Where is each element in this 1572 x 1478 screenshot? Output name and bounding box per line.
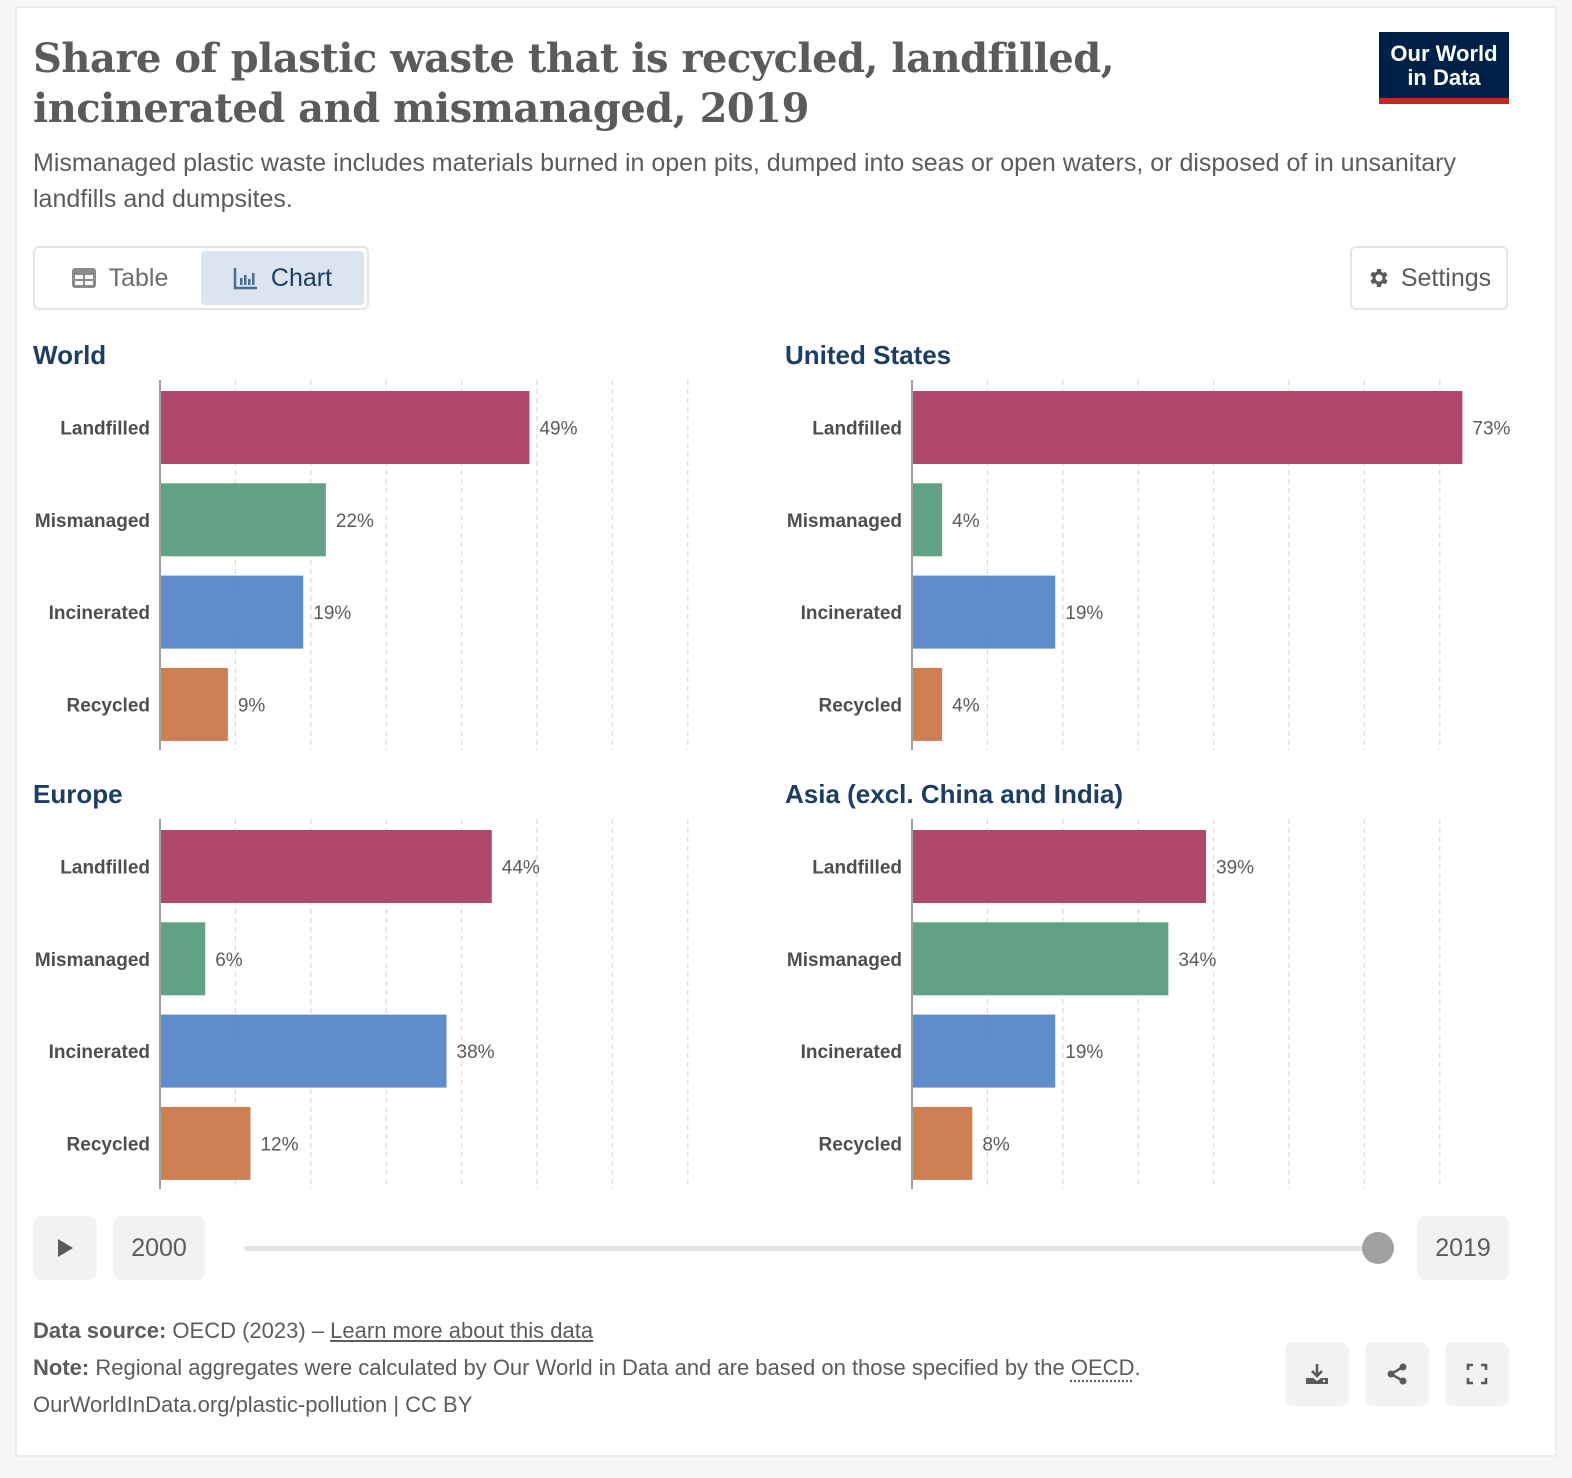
value-label: 44%: [502, 858, 540, 879]
category-label: Mismanaged: [35, 950, 150, 971]
bar-chart-world: Landfilled 49% Mismanaged 22% Incinerated 19%…: [35, 380, 689, 750]
download-button[interactable]: [1285, 1342, 1349, 1406]
tab-chart[interactable]: Chart: [201, 251, 364, 305]
category-label: Mismanaged: [787, 950, 902, 971]
value-label: 12%: [260, 1134, 298, 1155]
tab-table[interactable]: Table: [38, 251, 201, 305]
settings-label: Settings: [1400, 263, 1492, 292]
footer: Data source: OECD (2023) – Learn more ab…: [33, 1312, 1141, 1423]
category-label: Incinerated: [801, 603, 902, 624]
category-label: Recycled: [67, 1134, 150, 1155]
category-label: Recycled: [819, 695, 902, 716]
bar-recycled: [912, 1106, 973, 1180]
logo-line-2: in Data: [1407, 65, 1481, 90]
oecd-link[interactable]: OECD: [1070, 1355, 1135, 1380]
bar-incinerated: [160, 575, 304, 649]
logo-line-1: Our World: [1390, 41, 1498, 66]
page-subtitle: Mismanaged plastic waste includes materi…: [33, 149, 1457, 213]
value-label: 19%: [313, 603, 351, 624]
fullscreen-button[interactable]: [1445, 1342, 1509, 1406]
panel-title: Europe: [33, 779, 123, 809]
value-label: 22%: [336, 511, 374, 532]
start-year-button[interactable]: 2000: [113, 1216, 205, 1280]
share-icon: [1387, 1363, 1407, 1385]
bar-chart-europe: Landfilled 44% Mismanaged 6% Incinerated 38% R…: [35, 819, 689, 1189]
owid-logo[interactable]: Our World in Data: [1379, 32, 1509, 104]
timeline-track[interactable]: [244, 1246, 1378, 1251]
timeline-handle[interactable]: [1362, 1232, 1394, 1264]
bar-landfilled: [912, 391, 1463, 464]
category-label: Landfilled: [60, 858, 150, 879]
bar-landfilled: [160, 830, 492, 903]
bar-recycled: [160, 667, 228, 741]
source-label: Data source:: [33, 1318, 167, 1343]
category-label: Incinerated: [49, 1042, 150, 1063]
bar-incinerated: [912, 1014, 1056, 1088]
value-label: 73%: [1472, 419, 1510, 440]
value-label: 38%: [457, 1042, 495, 1063]
tab-table-label: Table: [108, 263, 169, 292]
category-label: Recycled: [67, 695, 150, 716]
table-icon: [71, 268, 96, 288]
download-icon: [1306, 1364, 1328, 1384]
category-label: Landfilled: [60, 419, 150, 440]
bar-incinerated: [912, 575, 1056, 649]
bar-landfilled: [912, 830, 1207, 903]
value-label: 39%: [1216, 858, 1254, 879]
value-label: 49%: [539, 419, 577, 440]
category-label: Landfilled: [812, 419, 902, 440]
page-title: Share of plastic waste that is recycled,…: [33, 35, 1115, 132]
settings-button[interactable]: Settings: [1350, 246, 1508, 310]
category-label: Landfilled: [812, 858, 902, 879]
url-line[interactable]: OurWorldInData.org/plastic-pollution | C…: [33, 1392, 473, 1417]
view-toggle: Table Chart: [33, 246, 369, 310]
value-label: 4%: [952, 511, 980, 532]
data-source-line: Data source: OECD (2023) – Learn more ab…: [33, 1312, 1141, 1349]
bar-recycled: [160, 1106, 251, 1180]
bar-chart-united-states: Landfilled 73% Mismanaged 4% Incinerated 19% R…: [787, 380, 1511, 750]
category-label: Incinerated: [49, 603, 150, 624]
tab-chart-label: Chart: [270, 263, 333, 292]
value-label: 19%: [1065, 603, 1103, 624]
category-label: Mismanaged: [35, 511, 150, 532]
note-end: .: [1134, 1355, 1141, 1380]
category-label: Mismanaged: [787, 511, 902, 532]
panel-title: Asia (excl. China and India): [785, 779, 1124, 809]
bar-landfilled: [160, 391, 530, 464]
bar-incinerated: [160, 1014, 447, 1088]
panel-title: World: [33, 340, 107, 370]
note-text: Regional aggregates were calculated by O…: [95, 1355, 1065, 1380]
category-label: Incinerated: [801, 1042, 902, 1063]
note-label: Note:: [33, 1355, 90, 1380]
source-text: OECD (2023) –: [172, 1318, 325, 1343]
panel-title: United States: [785, 340, 952, 370]
action-buttons: [1285, 1342, 1509, 1406]
value-label: 6%: [215, 950, 243, 971]
play-button[interactable]: [33, 1216, 97, 1280]
bar-mismanaged: [160, 483, 326, 557]
note-line: Note: Regional aggregates were calculate…: [33, 1349, 1141, 1386]
value-label: 9%: [238, 695, 266, 716]
bar-mismanaged: [912, 922, 1169, 996]
value-label: 34%: [1178, 950, 1216, 971]
share-button[interactable]: [1365, 1342, 1429, 1406]
bar-recycled: [912, 667, 943, 741]
bar-mismanaged: [160, 922, 206, 996]
value-label: 4%: [952, 695, 980, 716]
learn-more-link[interactable]: Learn more about this data: [330, 1318, 594, 1343]
end-year-button[interactable]: 2019: [1417, 1216, 1509, 1280]
value-label: 8%: [982, 1134, 1010, 1155]
gear-icon: [1370, 269, 1388, 287]
fullscreen-icon: [1466, 1363, 1488, 1385]
timeline: 2000 2019: [33, 1216, 1509, 1280]
category-label: Recycled: [819, 1134, 902, 1155]
chart-icon: [233, 268, 257, 290]
bar-mismanaged: [912, 483, 943, 557]
play-icon: [58, 1239, 73, 1257]
value-label: 19%: [1065, 1042, 1103, 1063]
bar-chart-asia: Landfilled 39% Mismanaged 34% Incinerated 19%…: [787, 819, 1441, 1189]
